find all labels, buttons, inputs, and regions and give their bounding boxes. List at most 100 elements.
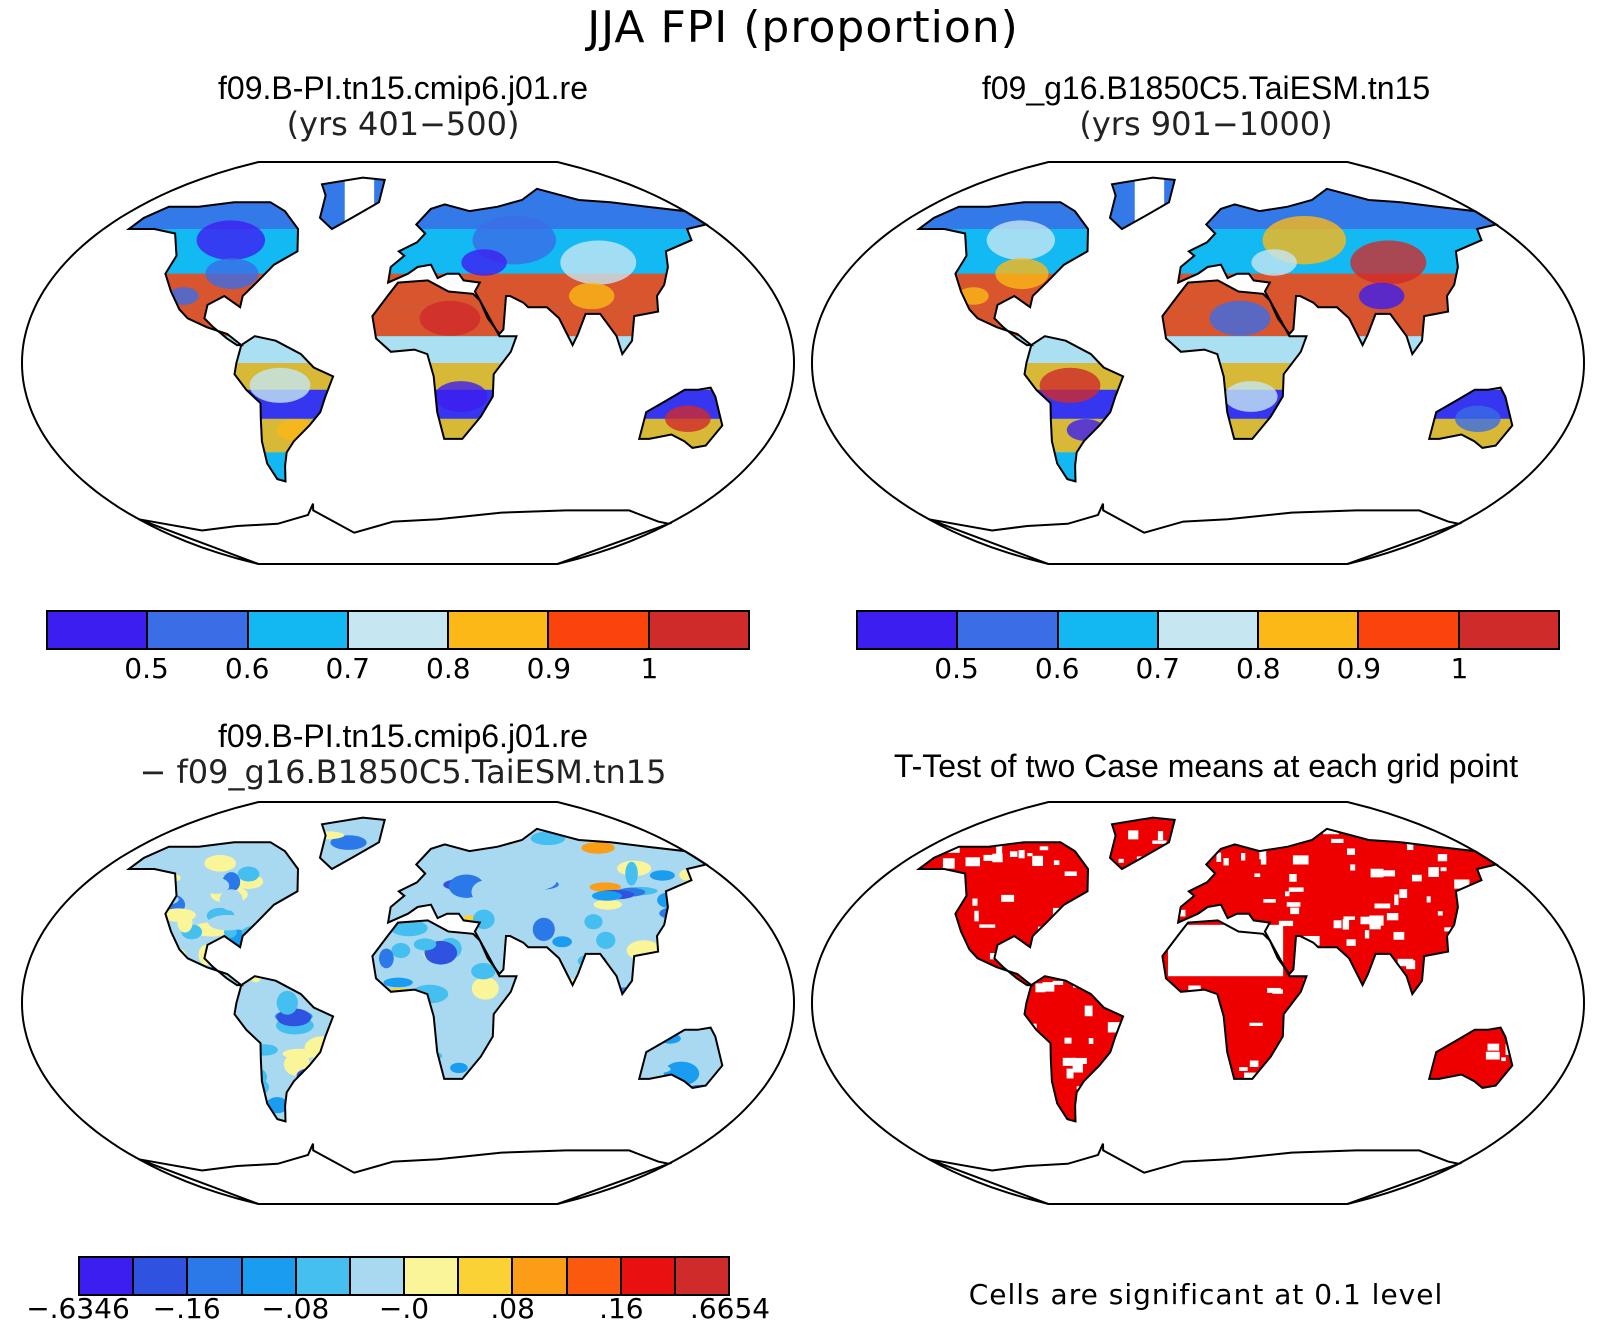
field-patch — [156, 1071, 177, 1088]
insignificant-cell — [1207, 1100, 1217, 1105]
insignificant-cell — [893, 1081, 902, 1085]
insignificant-cell — [1249, 1060, 1259, 1068]
insignificant-cell — [1139, 1025, 1148, 1033]
field-patch — [189, 1079, 230, 1098]
colorbar-top-right — [856, 610, 1560, 650]
panel-title-top-left: f09.B-PI.tn15.cmip6.j01.re (yrs 401−500) — [0, 70, 806, 142]
land-fill — [918, 817, 1513, 1204]
insignificant-cell — [1066, 1068, 1074, 1079]
insignificant-cell — [1542, 1040, 1547, 1047]
insignificant-cell — [1011, 999, 1017, 1010]
field-patch — [471, 963, 496, 980]
field-patch — [102, 966, 114, 986]
colorbar-tick-label: 0.9 — [526, 652, 572, 685]
field-patch — [714, 1081, 723, 1105]
colorbar-bottom-left-swatch — [80, 1258, 135, 1294]
insignificant-cell — [1461, 1113, 1471, 1124]
insignificant-cell — [1090, 919, 1099, 924]
field-patch — [364, 1109, 402, 1130]
field-patch — [383, 977, 413, 988]
field-patch — [391, 1105, 417, 1115]
insignificant-cell — [992, 853, 1003, 863]
field-patch — [694, 1117, 722, 1130]
map-boundary — [810, 801, 1586, 1205]
insignificant-cell — [1526, 1013, 1541, 1020]
field-patch — [505, 1087, 542, 1096]
colorbar-tick-label: 0.7 — [1135, 652, 1180, 685]
field-patch — [462, 821, 492, 843]
insignificant-cell — [1143, 1114, 1153, 1123]
insignificant-cell — [1553, 996, 1566, 1000]
field-patch — [743, 914, 774, 925]
field-patch — [589, 882, 621, 892]
field-patch — [498, 1055, 518, 1079]
field-patch — [328, 1020, 354, 1037]
field-patch — [204, 854, 237, 872]
insignificant-cell — [1482, 927, 1488, 935]
field-patch — [739, 1013, 767, 1032]
colorbar-bottom-left-swatch — [242, 1258, 297, 1294]
colorbar-bottom-left-swatch — [459, 1258, 514, 1294]
antarctica-mask — [128, 1137, 723, 1204]
insignificant-cell — [950, 1015, 958, 1024]
insignificant-cell — [1354, 824, 1362, 830]
insignificant-cell — [1536, 1077, 1550, 1087]
insignificant-cell — [1139, 1054, 1156, 1063]
insignificant-cell — [1030, 1086, 1036, 1094]
map-top-left — [20, 161, 796, 565]
field-patch — [665, 405, 711, 433]
insignificant-cell — [1138, 902, 1146, 910]
colorbar-tick-label: 0.5 — [124, 652, 169, 685]
insignificant-cell — [1292, 855, 1309, 865]
field-patch — [151, 1054, 190, 1078]
insignificant-cell — [1376, 976, 1391, 981]
colorbar-top-left-swatch — [449, 612, 550, 648]
field-band — [918, 177, 1513, 229]
field-patch — [667, 959, 692, 977]
insignificant-cell — [1353, 1064, 1359, 1071]
field-patch — [586, 1052, 618, 1070]
insignificant-cell — [1440, 867, 1447, 872]
field-patch — [611, 987, 646, 997]
field-patch — [474, 1083, 500, 1094]
insignificant-cell — [878, 1054, 889, 1062]
field-patch — [706, 949, 723, 967]
field-patch — [208, 914, 248, 931]
field-patch — [276, 419, 315, 441]
panel-title-bottom-left: f09.B-PI.tn15.cmip6.j01.re − f09_g16.B18… — [0, 718, 806, 790]
insignificant-cell — [835, 1055, 848, 1063]
field-patch — [636, 1064, 671, 1074]
insignificant-cell — [1122, 1008, 1131, 1013]
insignificant-cell — [1098, 817, 1110, 820]
field-patch — [641, 963, 679, 976]
field-patch — [249, 367, 311, 403]
field-patch — [534, 1115, 550, 1129]
insignificant-cell — [1110, 1125, 1116, 1136]
field-patch — [658, 979, 679, 991]
coastline-antarctica — [928, 503, 1463, 565]
insignificant-cell — [1103, 974, 1119, 984]
field-patch — [130, 1078, 166, 1099]
insignificant-cell — [1328, 992, 1344, 1003]
insignificant-cell — [870, 1078, 875, 1083]
insignificant-cell — [1331, 838, 1344, 844]
field-patch — [625, 861, 638, 886]
insignificant-cell — [1343, 916, 1355, 920]
insignificant-cell — [1382, 1094, 1398, 1106]
panel-title-top-right-line1: f09_g16.B1850C5.TaiESM.tn15 — [981, 70, 1431, 106]
field-patch — [208, 1033, 246, 1049]
field-patch — [73, 984, 101, 1005]
field-band — [918, 363, 1513, 390]
insignificant-cell — [1088, 1037, 1094, 1045]
field-patch — [745, 1017, 771, 1032]
insignificant-cell — [1317, 1046, 1334, 1054]
insignificant-cell — [983, 854, 996, 861]
insignificant-cell — [887, 960, 891, 971]
insignificant-cell — [1247, 833, 1254, 841]
insignificant-cell — [929, 897, 940, 905]
insignificant-cell — [1260, 856, 1267, 865]
field-patch — [273, 935, 311, 954]
colorbar-tick-label: 0.8 — [426, 652, 471, 685]
insignificant-cell — [1294, 1120, 1311, 1131]
insignificant-cell — [1062, 1057, 1076, 1066]
